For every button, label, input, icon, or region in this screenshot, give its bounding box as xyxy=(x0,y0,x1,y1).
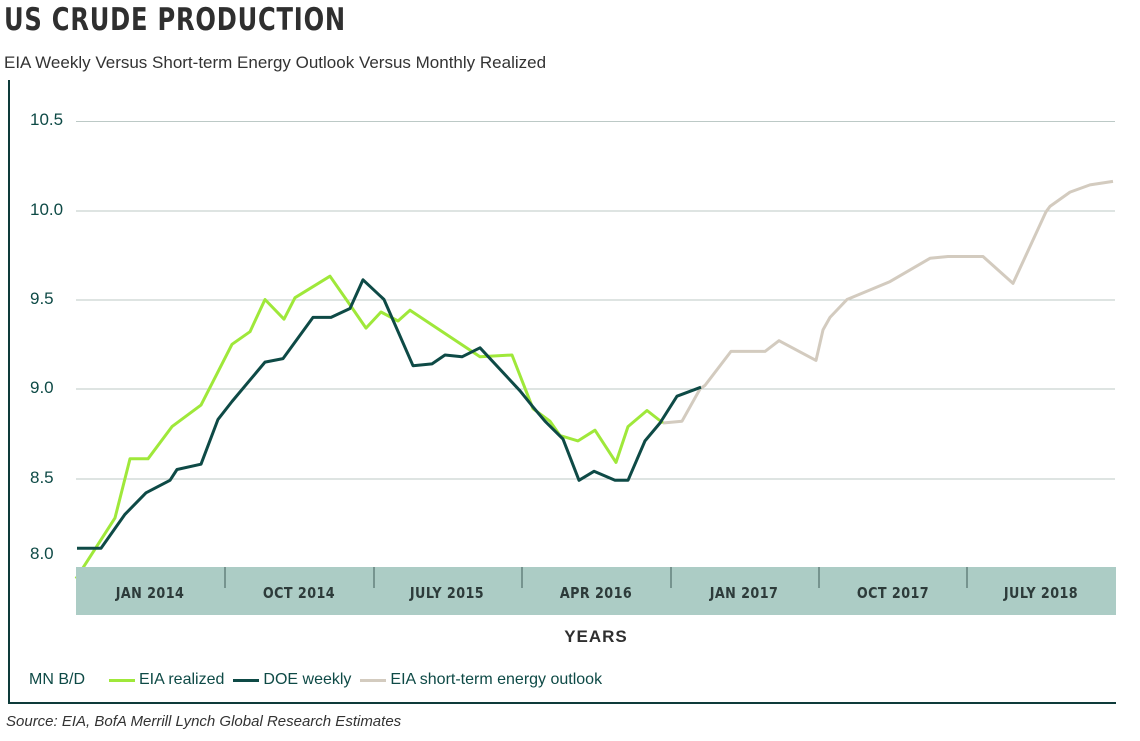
x-axis-divider xyxy=(224,567,226,588)
series-line-doe-weekly xyxy=(77,278,702,550)
x-tick-label: JAN 2014 xyxy=(115,584,185,602)
series-line-eia-realized xyxy=(74,274,664,580)
x-axis-divider xyxy=(966,567,968,588)
x-tick-label: JULY 2015 xyxy=(409,584,485,602)
y-tick-label: 8.0 xyxy=(30,544,54,563)
legend-label: EIA realized xyxy=(139,671,225,688)
x-tick-label: JULY 2018 xyxy=(1003,584,1079,602)
chart-legend: MN B/D EIA realized DOE weekly EIA short… xyxy=(29,669,611,691)
x-axis-band: JAN 2014 OCT 2014 JULY 2015 APR 2016 JAN… xyxy=(76,567,1116,615)
y-axis-unit: MN B/D xyxy=(29,671,85,688)
y-tick-label: 9.5 xyxy=(30,289,54,308)
legend-label: EIA short-term energy outlook xyxy=(390,671,603,688)
gridlines xyxy=(76,121,1115,480)
x-axis-divider xyxy=(521,567,523,588)
x-axis-divider xyxy=(670,567,672,588)
legend-label: DOE weekly xyxy=(263,671,352,688)
y-tick-label: 9.0 xyxy=(30,378,54,397)
legend-item-eia-realized: EIA realized xyxy=(109,671,224,689)
legend-swatch-icon xyxy=(233,678,260,682)
y-tick-label: 10.0 xyxy=(30,200,64,219)
legend-swatch-icon xyxy=(109,678,135,682)
series-line-eia-short-term-outlook xyxy=(662,179,1114,425)
x-axis-divider xyxy=(818,567,820,588)
source-note: Source: EIA, BofA Merrill Lynch Global R… xyxy=(6,713,402,730)
x-tick-label: OCT 2017 xyxy=(856,584,930,602)
x-axis-divider xyxy=(373,567,375,588)
x-tick-label: OCT 2014 xyxy=(262,584,336,602)
x-tick-label: APR 2016 xyxy=(559,584,633,602)
legend-item-eia-outlook: EIA short-term energy outlook xyxy=(360,671,602,689)
legend-item-doe-weekly: DOE weekly xyxy=(233,671,351,689)
y-tick-label: 8.5 xyxy=(30,468,54,487)
chart-title: US CRUDE PRODUCTION xyxy=(4,2,346,38)
legend-swatch-icon xyxy=(360,678,387,682)
x-tick-label: JAN 2017 xyxy=(709,584,779,602)
y-tick-label: 10.5 xyxy=(30,110,64,129)
chart-frame xyxy=(8,80,1116,704)
x-axis-title: YEARS xyxy=(564,627,628,646)
chart-subtitle: EIA Weekly Versus Short-term Energy Outl… xyxy=(4,53,547,72)
